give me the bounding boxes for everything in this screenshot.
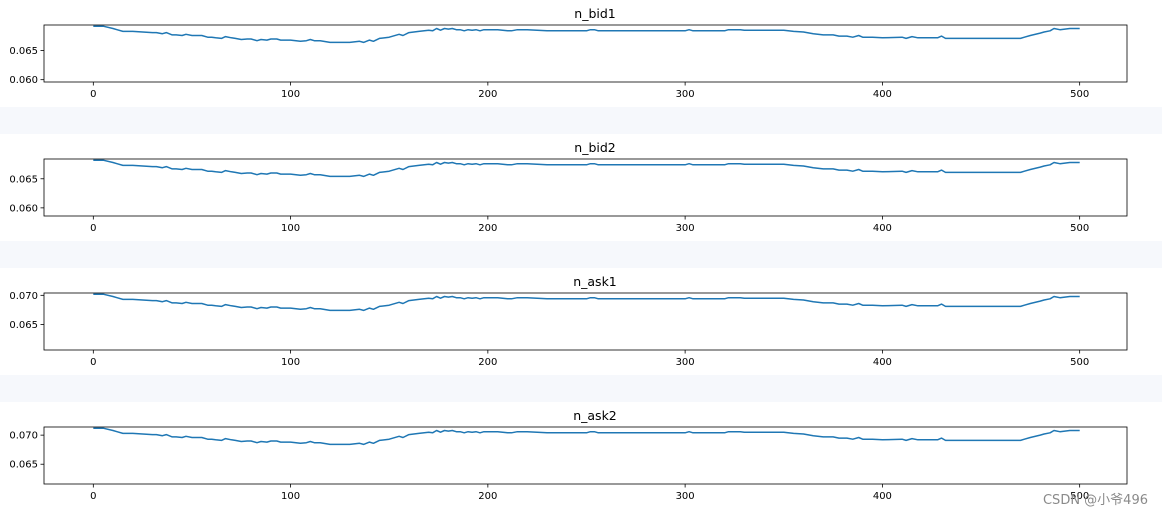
x-tick-label: 500 [1070, 223, 1089, 234]
y-tick-label: 0.065 [9, 174, 38, 185]
x-tick-label: 500 [1070, 491, 1089, 502]
subplot-n-bid1: n_bid1 0 100 200 300 400 500 0.060 0.065 [0, 0, 1162, 107]
x-tick-label: 0 [90, 491, 96, 502]
x-tick-label: 0 [90, 357, 96, 368]
subplot-n-ask2: n_ask2 0 100 200 300 400 500 0.065 0.070 [0, 402, 1162, 509]
x-tick-label: 400 [873, 223, 892, 234]
panel-separator [0, 375, 1162, 402]
x-tick-label: 400 [873, 89, 892, 100]
x-tick-label: 200 [478, 357, 497, 368]
plot-area: 0 100 200 300 400 500 0.060 0.065 [9, 24, 1128, 100]
chart-title: n_ask2 [573, 408, 617, 423]
x-tick-label: 200 [478, 89, 497, 100]
x-tick-label: 100 [281, 357, 300, 368]
x-tick-label: 200 [478, 491, 497, 502]
x-tick-label: 300 [676, 491, 695, 502]
panel-separator [0, 241, 1162, 268]
x-tick-label: 300 [676, 357, 695, 368]
panel-separator [0, 107, 1162, 134]
chart-svg: n_ask1 0 100 200 300 400 500 0.065 0.070 [9, 274, 1128, 368]
x-tick-label: 500 [1070, 357, 1089, 368]
subplot-n-ask1: n_ask1 0 100 200 300 400 500 0.065 0.070 [0, 268, 1162, 375]
axes-frame [43, 158, 1128, 217]
x-tick-label: 100 [281, 223, 300, 234]
chart-title: n_ask1 [573, 274, 617, 289]
y-tick-label: 0.060 [9, 203, 38, 214]
x-tick-label: 0 [90, 89, 96, 100]
subplot-n-bid2: n_bid2 0 100 200 300 400 500 0.060 0.065 [0, 134, 1162, 241]
series-line [93, 159, 1080, 178]
chart-title: n_bid1 [574, 6, 615, 21]
axes-frame [43, 24, 1128, 83]
plot-area: 0 100 200 300 400 500 0.065 0.070 [9, 426, 1128, 502]
x-tick-label: 0 [90, 223, 96, 234]
y-tick-label: 0.065 [9, 320, 38, 331]
x-tick-label: 300 [676, 89, 695, 100]
chart-title: n_bid2 [574, 140, 615, 155]
series-line [93, 427, 1080, 446]
y-tick-label: 0.065 [9, 460, 38, 471]
x-tick-label: 100 [281, 89, 300, 100]
axes-frame [43, 292, 1128, 351]
chart-svg: n_ask2 0 100 200 300 400 500 0.065 0.070 [9, 408, 1128, 502]
y-tick-label: 0.060 [9, 75, 38, 86]
axes-frame [43, 426, 1128, 485]
y-tick-label: 0.065 [9, 46, 38, 57]
x-tick-label: 200 [478, 223, 497, 234]
plot-area: 0 100 200 300 400 500 0.065 0.070 [9, 291, 1128, 368]
series-line [93, 293, 1080, 312]
series-line [93, 25, 1080, 44]
x-tick-label: 300 [676, 223, 695, 234]
chart-svg: n_bid2 0 100 200 300 400 500 0.060 0.065 [9, 140, 1128, 234]
x-tick-label: 100 [281, 491, 300, 502]
chart-svg: n_bid1 0 100 200 300 400 500 0.060 0.065 [9, 6, 1128, 100]
y-tick-label: 0.070 [9, 431, 38, 442]
x-tick-label: 500 [1070, 89, 1089, 100]
x-tick-label: 400 [873, 491, 892, 502]
plot-area: 0 100 200 300 400 500 0.060 0.065 [9, 158, 1128, 234]
watermark-text: CSDN @小爷496 [1042, 493, 1148, 508]
y-tick-label: 0.070 [9, 291, 38, 302]
x-tick-label: 400 [873, 357, 892, 368]
